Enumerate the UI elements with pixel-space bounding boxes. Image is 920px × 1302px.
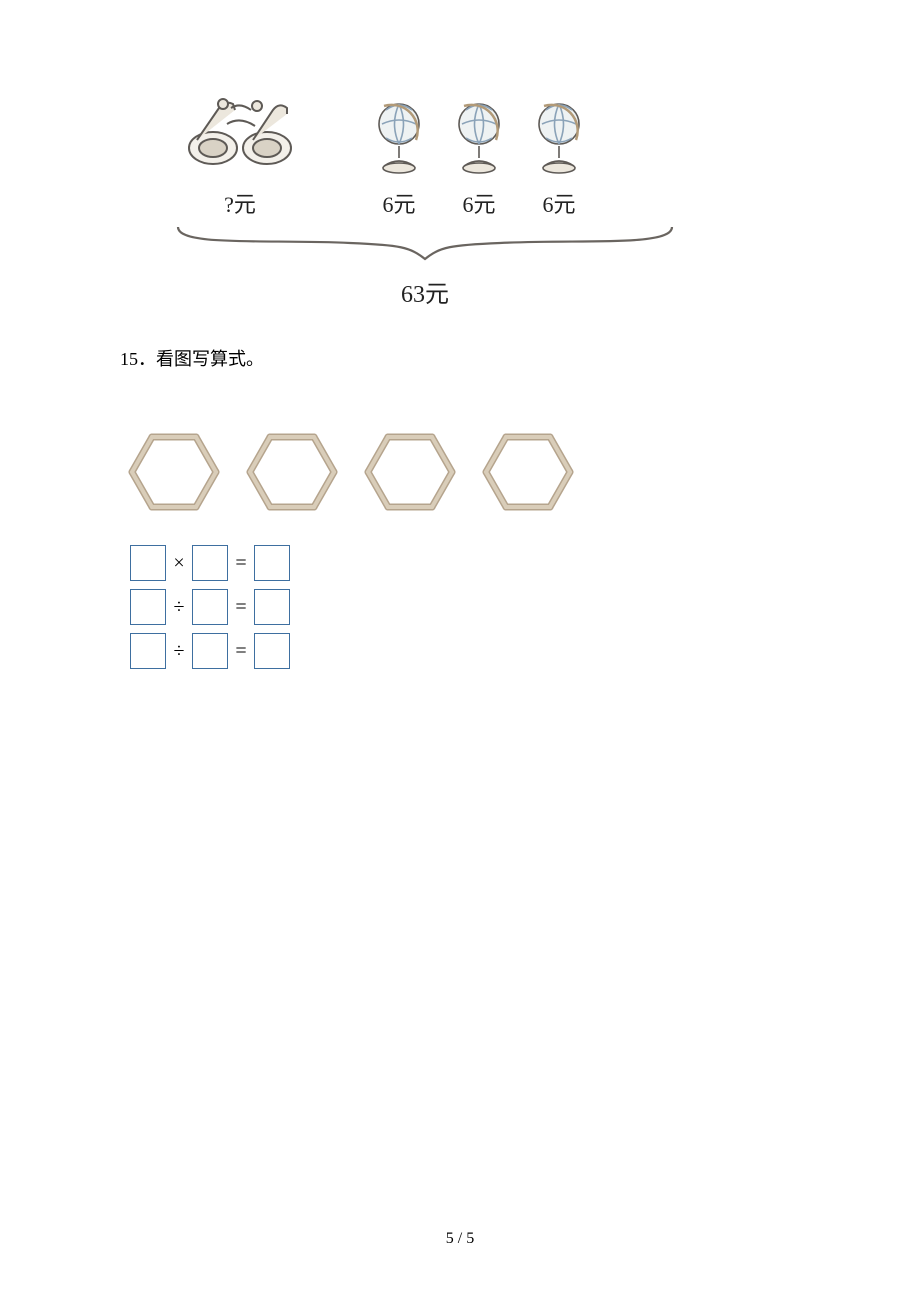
hexagon-row [126, 427, 800, 517]
binoculars-icon [175, 90, 305, 176]
answer-box[interactable] [192, 545, 228, 581]
total-label: 63元 [140, 274, 680, 309]
equation-row: ÷ = [130, 633, 800, 669]
problem-15-heading: 15．看图写算式。 [120, 345, 800, 371]
equals-sign: = [232, 596, 250, 619]
problem-prompt: 看图写算式。 [156, 349, 264, 369]
globe-price: 6元 [448, 187, 510, 219]
binoculars-price: ?元 [170, 187, 310, 219]
hexagon-icon [480, 427, 576, 517]
page-number: 5 / 5 [446, 1230, 474, 1247]
page-footer: 5 / 5 [0, 1230, 920, 1248]
answer-box[interactable] [130, 545, 166, 581]
globe-icon [528, 98, 590, 176]
answer-box[interactable] [254, 633, 290, 669]
globe-column: 6元 [528, 98, 590, 219]
equation-row: ÷ = [130, 589, 800, 625]
equations-block: × = ÷ = ÷ = [130, 545, 800, 669]
globe-icon [368, 98, 430, 176]
globe-icon [448, 98, 510, 176]
binoculars-column: ?元 [170, 90, 310, 219]
operator: ÷ [170, 596, 188, 619]
problem-14-figure: ?元 6元 [140, 90, 680, 309]
globe-column: 6元 [368, 98, 430, 219]
page: ?元 6元 [0, 0, 920, 669]
problem-number: 15． [120, 349, 156, 369]
globe-price: 6元 [368, 187, 430, 219]
answer-box[interactable] [192, 633, 228, 669]
operator: ÷ [170, 640, 188, 663]
globes-group: 6元 6元 [368, 98, 590, 219]
hexagon-icon [126, 427, 222, 517]
operator: × [170, 552, 188, 575]
equals-sign: = [232, 640, 250, 663]
answer-box[interactable] [130, 589, 166, 625]
answer-box[interactable] [192, 589, 228, 625]
items-row: ?元 6元 [140, 90, 680, 219]
brace [140, 223, 680, 268]
answer-box[interactable] [130, 633, 166, 669]
equals-sign: = [232, 552, 250, 575]
globe-column: 6元 [448, 98, 510, 219]
curly-brace-icon [170, 223, 680, 263]
answer-box[interactable] [254, 545, 290, 581]
globe-price: 6元 [528, 187, 590, 219]
answer-box[interactable] [254, 589, 290, 625]
hexagon-icon [244, 427, 340, 517]
equation-row: × = [130, 545, 800, 581]
hexagon-icon [362, 427, 458, 517]
